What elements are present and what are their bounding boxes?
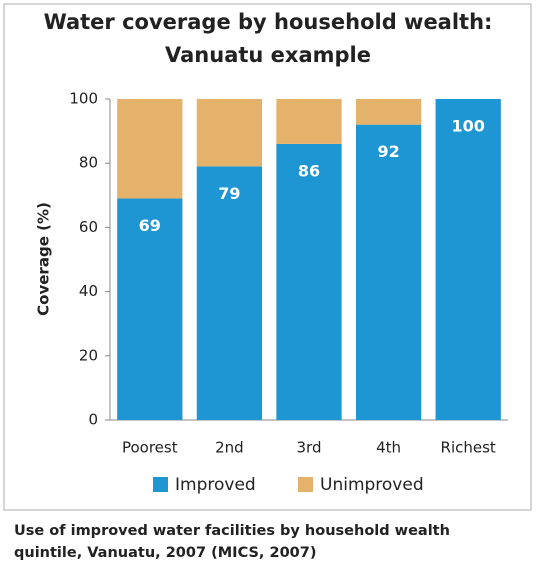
caption: Use of improved water facilities by hous… bbox=[14, 523, 450, 539]
y-tick-label: 60 bbox=[79, 218, 98, 236]
bar-segment bbox=[196, 99, 263, 167]
chart-title: Water coverage by household wealth: bbox=[44, 10, 493, 34]
bar-segment bbox=[355, 124, 422, 421]
bar-segment bbox=[196, 166, 263, 420]
legend-swatch bbox=[298, 477, 313, 492]
legend-label: Improved bbox=[175, 475, 256, 495]
x-tick-label: 2nd bbox=[215, 439, 244, 457]
data-label: 92 bbox=[377, 142, 399, 161]
data-label: 79 bbox=[218, 184, 240, 203]
legend-label: Unimproved bbox=[320, 475, 424, 495]
x-tick-label: Richest bbox=[441, 439, 496, 457]
y-tick-label: 80 bbox=[79, 154, 98, 172]
data-label: 86 bbox=[298, 161, 320, 180]
y-axis-label: Coverage (%) bbox=[35, 202, 53, 316]
y-tick-label: 20 bbox=[79, 346, 98, 364]
bar-segment bbox=[276, 143, 342, 420]
x-tick-label: 4th bbox=[376, 439, 401, 457]
x-tick-label: Poorest bbox=[122, 439, 178, 457]
data-label: 100 bbox=[451, 117, 484, 136]
bar-segment bbox=[276, 99, 342, 144]
bar-segment bbox=[117, 99, 183, 199]
bar-segment bbox=[435, 99, 501, 420]
bar-segment bbox=[117, 198, 183, 420]
chart-border bbox=[3, 3, 532, 511]
bar-segment bbox=[355, 99, 422, 125]
y-tick-label: 0 bbox=[88, 411, 98, 429]
y-tick-label: 100 bbox=[69, 90, 98, 108]
data-label: 69 bbox=[139, 216, 161, 235]
caption: quintile, Vanuatu, 2007 (MICS, 2007) bbox=[14, 545, 316, 561]
y-tick-label: 40 bbox=[79, 282, 98, 300]
legend-swatch bbox=[153, 477, 168, 492]
x-tick-label: 3rd bbox=[297, 439, 322, 457]
chart-title: Vanuatu example bbox=[165, 43, 371, 67]
